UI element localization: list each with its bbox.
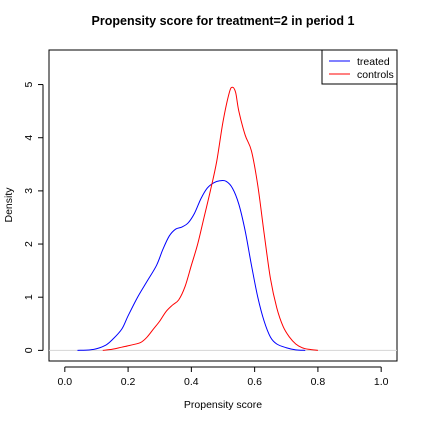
series-line-treated bbox=[77, 179, 306, 351]
x-tick-label: 0.0 bbox=[58, 376, 73, 388]
y-tick-label: 3 bbox=[23, 188, 35, 194]
x-tick-label: 1.0 bbox=[374, 376, 389, 388]
legend-label-treated: treated bbox=[357, 56, 390, 68]
y-tick-label: 0 bbox=[23, 347, 35, 353]
y-tick-label: 2 bbox=[23, 241, 35, 247]
plot-area bbox=[48, 49, 398, 362]
y-axis-label: Density bbox=[3, 187, 15, 223]
y-tick-label: 4 bbox=[23, 135, 35, 141]
chart-title: Propensity score for treatment=2 in peri… bbox=[92, 14, 355, 28]
series-line-controls bbox=[102, 86, 318, 351]
x-tick-label: 0.8 bbox=[311, 376, 326, 388]
x-axis-label: Propensity score bbox=[184, 399, 262, 411]
x-axis: 0.0 0.2 0.4 0.6 0.8 1.0 bbox=[58, 366, 389, 388]
y-axis: 0 1 2 3 4 5 bbox=[23, 81, 44, 353]
legend-box bbox=[321, 49, 398, 85]
legend-label-controls: controls bbox=[357, 69, 394, 81]
y-tick-label: 5 bbox=[23, 81, 35, 87]
series-layer bbox=[77, 86, 318, 351]
x-tick-label: 0.4 bbox=[184, 376, 199, 388]
x-tick-label: 0.6 bbox=[247, 376, 262, 388]
x-tick-label: 0.2 bbox=[121, 376, 136, 388]
y-tick-label: 1 bbox=[23, 294, 35, 300]
